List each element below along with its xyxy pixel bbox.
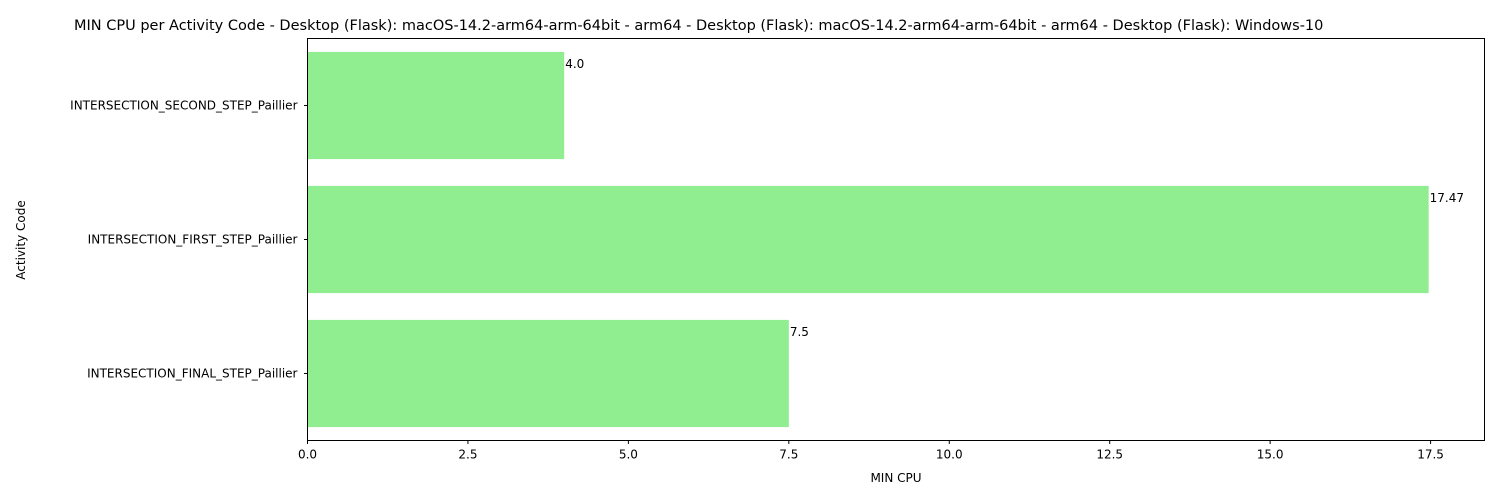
x-axis-label: MIN CPU	[870, 471, 921, 485]
x-tick-label: 2.5	[458, 448, 477, 462]
x-tick-label: 0.0	[298, 448, 317, 462]
x-tick-label: 10.0	[936, 448, 963, 462]
y-axis-label: Activity Code	[14, 200, 28, 279]
bar-labels-group: 4.0 17.47 7.5	[565, 57, 1464, 339]
y-tick-label: INTERSECTION_FIRST_STEP_Paillier	[88, 233, 298, 247]
plot-frame	[307, 38, 1485, 441]
y-axis-ticks: INTERSECTION_SECOND_STEP_Paillier INTERSE…	[70, 99, 308, 381]
x-tick-label: 5.0	[619, 448, 638, 462]
chart-title: MIN CPU per Activity Code - Desktop (Fla…	[74, 18, 1323, 34]
x-tick-label: 12.5	[1096, 448, 1123, 462]
x-tick-label: 7.5	[779, 448, 798, 462]
bar	[307, 185, 1429, 294]
bar-value-label: 4.0	[565, 57, 584, 71]
bar	[307, 319, 789, 428]
x-tick-label: 15.0	[1257, 448, 1284, 462]
bar-value-label: 7.5	[790, 325, 809, 339]
y-tick-label: INTERSECTION_SECOND_STEP_Paillier	[70, 99, 297, 113]
bar-value-label: 17.47	[1430, 191, 1464, 205]
x-tick-label: 17.5	[1417, 448, 1444, 462]
bar	[307, 51, 565, 160]
y-tick-label: INTERSECTION_FINAL_STEP_Paillier	[87, 367, 297, 381]
x-axis-ticks: 0.0 2.5 5.0 7.5 10.0 12.5 15.0 17.5	[298, 440, 1444, 462]
bars-group	[307, 51, 1429, 428]
